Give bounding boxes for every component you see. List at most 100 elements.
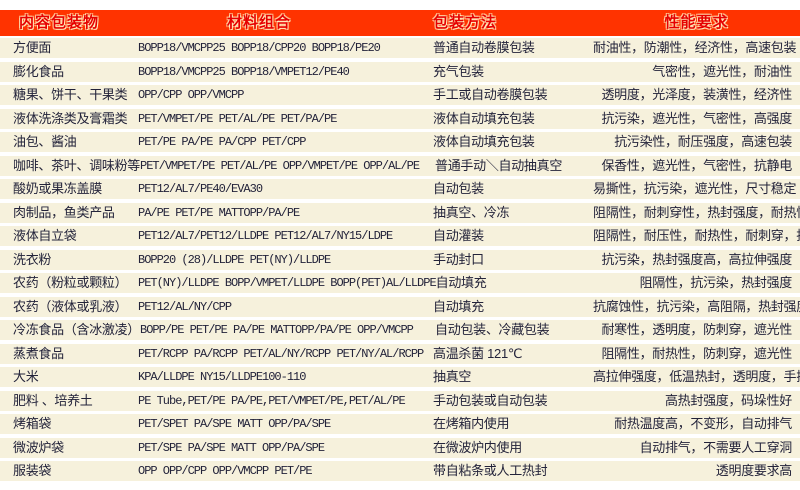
cell-content-item: 膨化食品	[13, 63, 64, 79]
cell-material-combination: PET/SPE PA/SPE MATT OPP/PA/SPE	[138, 440, 325, 455]
header-performance-requirements: 性能要求	[664, 14, 729, 31]
cell-packaging-method: 自动灌装	[433, 228, 484, 243]
table-row: 酸奶或果冻盖膜 PET12/AL7/PE40/EVA30 自动包装 易撕性，抗污…	[0, 179, 800, 199]
cell-packaging-method: 手动包装或自动包装	[433, 392, 548, 408]
cell-packaging-method: 自动包装	[433, 181, 484, 196]
cell-content-item: 冷冻食品（含冰激凌）	[13, 322, 141, 337]
table-row: 蒸煮食品 PET/RCPP PA/RCPP PET/AL/NY/RCPP PET…	[0, 343, 800, 364]
table-row: 烤箱袋 PET/SPET PA/SPE MATT OPP/PA/SPE 在烤箱内…	[0, 414, 800, 434]
cell-material-combination: PET12/AL/NY/CPP	[138, 299, 232, 314]
cell-performance-requirements: 保香性，遮光性，气密性，抗静电	[601, 157, 792, 173]
table-row: 服装袋 OPP OPP/CPP OPP/VMCPP PET/PE 带自粘条或人工…	[0, 461, 800, 481]
cell-material-combination: BOPP/PE PET/PE PA/PE MATTOPP/PA/PE OPP/V…	[140, 323, 414, 337]
cell-packaging-method: 在微波炉内使用	[433, 439, 522, 455]
cell-performance-requirements: 透明度要求高	[715, 463, 793, 478]
cell-packaging-method: 在烤箱内使用	[433, 416, 510, 431]
cell-material-combination: OPP/CPP OPP/VMCPP	[138, 88, 244, 102]
cell-material-combination: BOPP18/VMCPP25 BOPP18/VMPET12/PE40	[138, 64, 350, 79]
cell-performance-requirements: 自动排气，不需要人工穿洞	[639, 439, 793, 455]
cell-performance-requirements: 抗污染性，耐压强度，高速包装	[614, 134, 792, 149]
table-row: 方便面 BOPP18/VMCPP25 BOPP18/CPP20 BOPP18/P…	[0, 38, 800, 58]
header-material-combination: 材料组合	[227, 14, 292, 31]
cell-content-item: 糖果、饼干、干果类	[13, 87, 128, 102]
cell-content-item: 农药（液体或乳液）	[13, 298, 128, 314]
table-row: 农药（液体或乳液） PET12/AL/NY/CPP 自动填充 抗腐蚀性，抗污染，…	[0, 296, 800, 317]
cell-content-item: 肥料 、培养土	[13, 392, 93, 408]
cell-performance-requirements: 气密性，遮光性，耐油性	[652, 63, 792, 79]
cell-material-combination: BOPP18/VMCPP25 BOPP18/CPP20 BOPP18/PE20	[138, 41, 381, 55]
cell-performance-requirements: 阻隔性，耐刺穿性，热封强度，耐热性	[593, 204, 800, 220]
cell-packaging-method: 液体自动填充包装	[433, 110, 535, 126]
cell-packaging-method: 自动填充	[435, 275, 487, 290]
cell-material-combination: PA/PE PET/PE MATTOPP/PA/PE	[138, 205, 300, 220]
cell-content-item: 微波炉袋	[13, 439, 64, 455]
cell-performance-requirements: 阻隔性，耐压性，耐热性，耐刺穿，抗污染	[593, 228, 800, 243]
cell-material-combination: PET12/AL7/PET12/LLDPE PET12/AL7/NY15/LDP…	[138, 229, 393, 243]
cell-performance-requirements: 易撕性，抗污染，遮光性，尺寸稳定	[593, 181, 797, 196]
cell-material-combination: BOPP20 (28)/LLDPE PET(NY)/LLDPE	[138, 252, 331, 267]
cell-content-item: 咖啡、茶叶、调味粉等	[13, 157, 141, 173]
cell-content-item: 油包、酱油	[13, 134, 77, 149]
table-body: 方便面 BOPP18/VMCPP25 BOPP18/CPP20 BOPP18/P…	[0, 38, 800, 481]
cell-performance-requirements: 透明度，光泽度，装潢性，经济性	[601, 87, 792, 102]
table-row: 糖果、饼干、干果类 OPP/CPP OPP/VMCPP 手工或自动卷膜包装 透明…	[0, 85, 800, 105]
cell-performance-requirements: 阻隔性，抗污染，热封强度	[639, 275, 793, 290]
cell-content-item: 烤箱袋	[13, 416, 52, 431]
cell-performance-requirements: 高拉伸强度，低温热封，透明度，手挽强度高	[593, 369, 800, 384]
table-row: 液体洗涤类及膏霜类 PET/VMPET/PE PET/AL/PE PET/PA/…	[0, 108, 800, 129]
table-row: 液体自立袋 PET12/AL7/PET12/LLDPE PET12/AL7/NY…	[0, 226, 800, 246]
table-row: 油包、酱油 PET/PE PA/PE PA/CPP PET/CPP 液体自动填充…	[0, 132, 800, 152]
cell-content-item: 大米	[13, 369, 39, 384]
cell-performance-requirements: 抗腐蚀性，抗污染，高阻隔，热封强度	[593, 298, 800, 314]
table-row: 洗衣粉 BOPP20 (28)/LLDPE PET(NY)/LLDPE 手动封口…	[0, 249, 800, 270]
cell-packaging-method: 普通手动＼自动抽真空	[435, 157, 563, 173]
header-content-item: 内容包装物	[19, 14, 100, 31]
header-packaging-method: 包装方法	[433, 14, 498, 31]
cell-packaging-method: 自动填充	[433, 298, 484, 314]
table-row: 冷冻食品（含冰激凌） BOPP/PE PET/PE PA/PE MATTOPP/…	[0, 320, 800, 340]
cell-content-item: 洗衣粉	[13, 251, 52, 267]
cell-packaging-method: 手工或自动卷膜包装	[433, 87, 548, 102]
cell-performance-requirements: 耐寒性，透明度，防刺穿，遮光性	[601, 322, 792, 337]
cell-content-item: 服装袋	[13, 463, 52, 478]
cell-content-item: 酸奶或果冻盖膜	[13, 181, 102, 196]
table-row: 微波炉袋 PET/SPE PA/SPE MATT OPP/PA/SPE 在微波炉…	[0, 437, 800, 458]
cell-packaging-method: 抽真空	[433, 369, 472, 384]
cell-material-combination: PET/RCPP PA/RCPP PET/AL/NY/RCPP PET/NY/A…	[138, 346, 424, 361]
table-header-row: 内容包装物 材料组合 包装方法 性能要求	[0, 10, 800, 36]
cell-content-item: 方便面	[13, 40, 52, 55]
cell-packaging-method: 带自粘条或人工热封	[433, 463, 548, 478]
cell-material-combination: OPP OPP/CPP OPP/VMCPP PET/PE	[138, 464, 313, 478]
cell-content-item: 液体洗涤类及膏霜类	[13, 110, 128, 126]
table-row: 肥料 、培养土 PE Tube,PET/PE PA/PE,PET/VMPET/P…	[0, 390, 800, 411]
cell-packaging-method: 普通自动卷膜包装	[433, 40, 535, 55]
table-row: 咖啡、茶叶、调味粉等 PET/VMPET/PE PET/AL/PE OPP/VM…	[0, 155, 800, 176]
cell-content-item: 肉制品，鱼类产品	[13, 204, 115, 220]
cell-performance-requirements: 高热封强度，码垛性好	[664, 392, 792, 408]
cell-material-combination: PET(NY)/LLDPE BOPP/VMPET/LLDPE BOPP(PET)…	[138, 276, 437, 290]
cell-packaging-method: 高温杀菌 121℃	[433, 345, 523, 361]
cell-packaging-method: 自动包装、冷藏包装	[435, 322, 550, 337]
table-row: 膨化食品 BOPP18/VMCPP25 BOPP18/VMPET12/PE40 …	[0, 61, 800, 82]
cell-packaging-method: 液体自动填充包装	[433, 134, 535, 149]
cell-performance-requirements: 阻隔性，耐热性，防刺穿，遮光性	[601, 345, 792, 361]
table-row: 农药（粉粒或颗粒） PET(NY)/LLDPE BOPP/VMPET/LLDPE…	[0, 273, 800, 293]
cell-material-combination: PET12/AL7/PE40/EVA30	[138, 182, 263, 196]
cell-packaging-method: 手动封口	[433, 251, 484, 267]
cell-material-combination: PE Tube,PET/PE PA/PE,PET/VMPET/PE,PET/AL…	[138, 393, 406, 408]
table-row: 肉制品，鱼类产品 PA/PE PET/PE MATTOPP/PA/PE 抽真空、…	[0, 202, 800, 223]
cell-content-item: 蒸煮食品	[13, 345, 64, 361]
cell-performance-requirements: 耐热温度高，不变形，自动排气	[614, 416, 792, 431]
cell-performance-requirements: 抗污染，遮光性，气密性，高强度	[601, 110, 792, 126]
cell-material-combination: PET/VMPET/PE PET/AL/PE OPP/VMPET/PE OPP/…	[140, 158, 420, 173]
cell-content-item: 液体自立袋	[13, 228, 77, 243]
cell-material-combination: KPA/LLDPE NY15/LLDPE100-110	[138, 370, 306, 384]
cell-content-item: 农药（粉粒或颗粒）	[13, 275, 128, 290]
cell-material-combination: PET/SPET PA/SPE MATT OPP/PA/SPE	[138, 417, 331, 431]
cell-packaging-method: 充气包装	[433, 63, 484, 79]
cell-packaging-method: 抽真空、冷冻	[433, 204, 510, 220]
cell-material-combination: PET/VMPET/PE PET/AL/PE PET/PA/PE	[138, 111, 337, 126]
table-row: 大米 KPA/LLDPE NY15/LLDPE100-110 抽真空 高拉伸强度…	[0, 367, 800, 387]
cell-material-combination: PET/PE PA/PE PA/CPP PET/CPP	[138, 135, 306, 149]
